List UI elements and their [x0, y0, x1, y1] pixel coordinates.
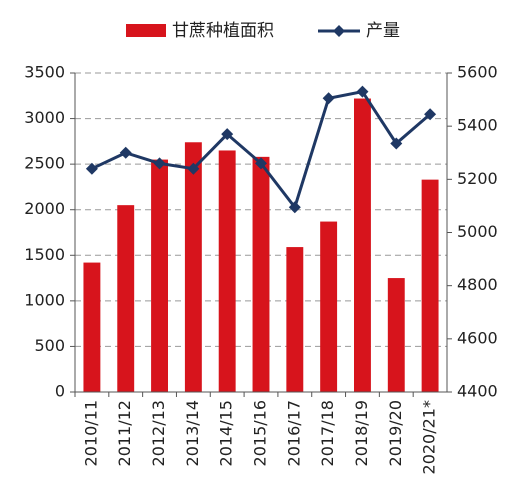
y2-tick-label: 4800 — [457, 275, 498, 294]
x-tick-label: 2011/12 — [115, 400, 134, 466]
marker — [424, 108, 437, 121]
legend-swatch — [126, 24, 166, 37]
y-tick-label: 3500 — [24, 63, 65, 82]
y-tick-label: 0 — [55, 382, 65, 401]
y-tick-label: 500 — [34, 336, 65, 355]
bar — [387, 278, 405, 392]
bar — [83, 262, 101, 392]
x-tick-label: 2012/13 — [149, 400, 168, 466]
marker — [288, 201, 301, 214]
x-tick-label: 2020/21* — [420, 400, 439, 474]
legend-label: 甘蔗种植面积 — [172, 21, 274, 41]
y2-tick-label: 5000 — [457, 222, 498, 241]
bar — [184, 142, 202, 392]
y2-tick-label: 5600 — [457, 63, 498, 82]
y-tick-label: 1500 — [24, 245, 65, 264]
y2-tick-label: 4400 — [457, 382, 498, 401]
marker — [85, 162, 98, 175]
x-tick-label: 2016/17 — [284, 400, 303, 466]
bar — [252, 156, 270, 392]
bar — [421, 179, 439, 392]
x-tick-label: 2013/14 — [183, 400, 202, 466]
marker — [221, 128, 234, 141]
marker — [119, 146, 132, 159]
x-tick-label: 2017/18 — [318, 400, 337, 466]
x-tick-label: 2018/19 — [352, 400, 371, 466]
marker — [153, 157, 166, 170]
y-tick-label: 3000 — [24, 108, 65, 127]
marker — [187, 162, 200, 175]
y-tick-label: 1000 — [24, 290, 65, 309]
y-tick-label: 2500 — [24, 154, 65, 173]
bar — [117, 205, 135, 392]
marker — [255, 157, 267, 170]
y2-tick-label: 5200 — [457, 169, 498, 188]
x-tick-label: 2014/15 — [217, 400, 236, 466]
x-tick-label: 2015/16 — [251, 400, 270, 466]
marker — [356, 85, 369, 98]
y2-tick-label: 4600 — [457, 328, 498, 347]
marker — [390, 137, 403, 150]
legend-marker — [333, 25, 345, 37]
bar — [151, 159, 168, 392]
marker — [322, 92, 335, 105]
y2-tick-label: 5400 — [457, 116, 498, 135]
bar — [218, 150, 236, 392]
y-tick-label: 2000 — [24, 199, 65, 218]
bar — [320, 221, 338, 392]
bar — [286, 247, 304, 392]
bar — [354, 98, 371, 393]
x-tick-label: 2010/11 — [81, 400, 100, 466]
legend-label: 产量 — [366, 21, 400, 41]
x-tick-label: 2019/20 — [386, 400, 405, 466]
